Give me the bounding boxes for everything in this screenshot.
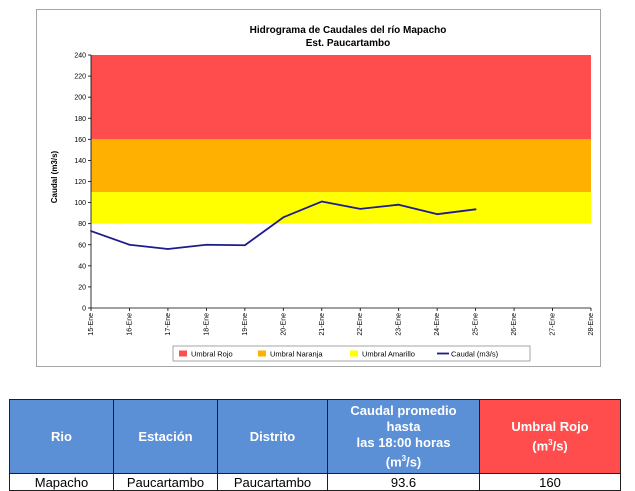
y-tick-label-1: 20 xyxy=(78,284,86,291)
header-caudal-line1: Caudal promedio hasta xyxy=(350,403,457,434)
data-point-6 xyxy=(320,200,323,203)
data-point-4 xyxy=(243,244,246,247)
x-tick-label-11: 26-Ene xyxy=(511,313,518,336)
y-tick-label-6: 120 xyxy=(74,179,86,186)
y-tick-label-8: 160 xyxy=(74,137,86,144)
header-estacion: Estación xyxy=(113,398,218,475)
cell-rio: Mapacho xyxy=(9,473,114,491)
data-point-3 xyxy=(205,243,208,246)
band-2 xyxy=(91,192,591,224)
x-tick-label-8: 23-Ene xyxy=(396,313,403,336)
legend-swatch-2 xyxy=(350,350,358,357)
x-tick-label-4: 19-Ene xyxy=(242,313,249,336)
header-caudal: Caudal promedio hasta las 18:00 horas (m… xyxy=(327,398,480,475)
header-rio: Rio xyxy=(9,398,114,475)
header-distrito: Distrito xyxy=(217,398,328,475)
band-1 xyxy=(91,139,591,193)
y-tick-label-11: 220 xyxy=(74,74,86,81)
cell-umbral: 160 xyxy=(479,473,621,491)
x-tick-label-9: 24-Ene xyxy=(434,313,441,336)
x-tick-label-5: 20-Ene xyxy=(280,313,287,336)
y-tick-label-7: 140 xyxy=(74,158,86,165)
data-point-8 xyxy=(397,203,400,206)
header-umbral-unit-sup: 3 xyxy=(548,438,553,447)
header-caudal-unit-a: (m xyxy=(385,454,402,470)
y-tick-label-4: 80 xyxy=(78,221,86,228)
legend-label-0: Umbral Rojo xyxy=(191,349,233,358)
band-0 xyxy=(91,55,591,140)
header-umbral-line1: Umbral Rojo xyxy=(511,419,589,434)
legend-swatch-0 xyxy=(179,350,187,357)
header-umbral-unit-b: /s) xyxy=(552,438,568,454)
x-tick-label-7: 22-Ene xyxy=(357,313,364,336)
x-tick-label-6: 21-Ene xyxy=(319,313,326,336)
data-point-0 xyxy=(90,230,92,232)
data-point-1 xyxy=(128,243,131,246)
data-point-5 xyxy=(282,216,285,219)
legend-label-3: Caudal (m3/s) xyxy=(451,349,499,358)
cell-caudal: 93.6 xyxy=(327,473,480,491)
header-caudal-unit-sup: 3 xyxy=(401,454,407,463)
chart-subtitle: Est. Paucartambo xyxy=(306,38,390,49)
chart-legend: Umbral Rojo Umbral Naranja Umbral Amarillo… xyxy=(172,345,531,362)
data-point-9 xyxy=(436,213,439,216)
y-tick-label-2: 40 xyxy=(78,263,86,270)
legend-swatch-1 xyxy=(258,350,266,357)
chart-axes: 0 20 40 60 80 100 120 140 160 180 200 220 240 15-Ene 1… xyxy=(74,53,595,336)
hydrograph-chart: Hidrograma de Caudales del río Mapacho E… xyxy=(36,9,601,367)
x-tick-label-2: 17-Ene xyxy=(165,313,172,336)
legend-label-1: Umbral Naranja xyxy=(270,349,323,358)
series-layer xyxy=(90,200,477,250)
legend-label-2: Umbral Amarillo xyxy=(362,349,415,358)
y-tick-label-5: 100 xyxy=(74,200,86,207)
data-point-10 xyxy=(474,208,477,211)
cell-distrito: Paucartambo xyxy=(217,473,328,491)
y-tick-label-12: 240 xyxy=(74,53,86,60)
y-axis-label: Caudal (m3/s) xyxy=(50,150,59,203)
chart-title: Hidrograma de Caudales del río Mapacho xyxy=(250,25,447,36)
header-caudal-line2: las 18:00 horas xyxy=(356,435,451,450)
table-row: Mapacho Paucartambo Paucartambo 93.6 160 xyxy=(9,473,621,491)
cell-estacion: Paucartambo xyxy=(113,473,218,491)
y-tick-label-3: 60 xyxy=(78,242,86,249)
data-point-7 xyxy=(359,208,362,210)
data-point-2 xyxy=(167,248,169,250)
summary-table: Rio Estación Distrito Caudal promedio ha… xyxy=(9,398,621,491)
y-tick-label-10: 200 xyxy=(74,95,86,102)
chart-svg: Hidrograma de Caudales del río Mapacho E… xyxy=(50,25,595,362)
threshold-bands xyxy=(91,55,591,308)
y-tick-label-0: 0 xyxy=(82,306,86,313)
y-tick-label-9: 180 xyxy=(74,116,86,123)
x-tick-label-0: 15-Ene xyxy=(88,313,95,336)
x-tick-label-10: 25-Ene xyxy=(473,313,480,336)
header-caudal-unit-b: /s) xyxy=(406,454,422,470)
x-tick-label-1: 16-Ene xyxy=(126,313,133,336)
header-umbral-unit-a: (m xyxy=(532,438,549,454)
x-tick-label-3: 18-Ene xyxy=(203,313,210,336)
table-header-row: Rio Estación Distrito Caudal promedio ha… xyxy=(9,398,621,475)
x-tick-label-13: 28-Ene xyxy=(588,313,595,336)
x-tick-label-12: 27-Ene xyxy=(550,313,557,336)
header-umbral: Umbral Rojo (m3/s) xyxy=(479,398,621,475)
